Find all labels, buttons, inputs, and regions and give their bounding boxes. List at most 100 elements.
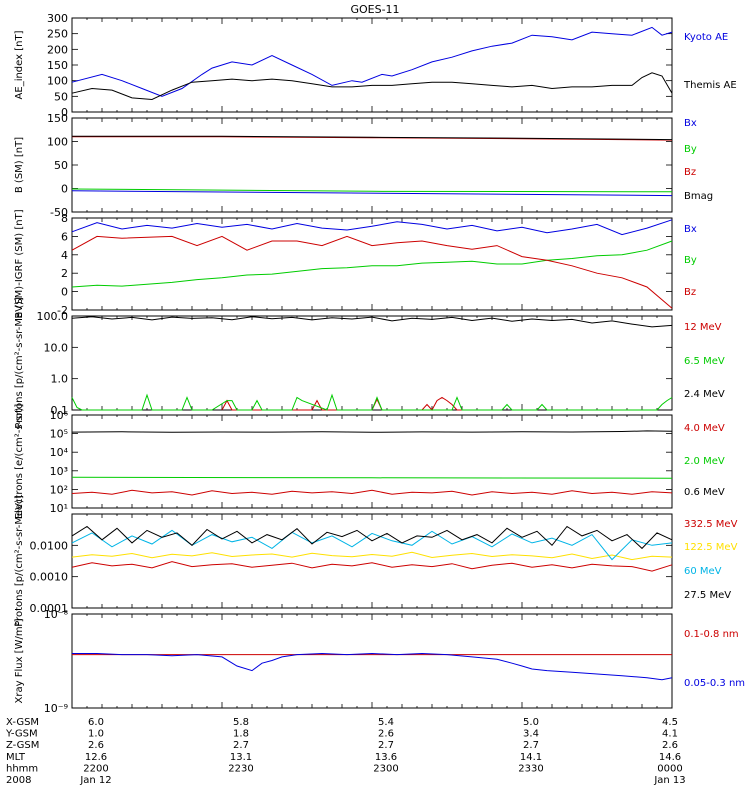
y-tick-label: 100 [47, 75, 68, 88]
y-tick-label: 0 [61, 286, 68, 299]
series-line [72, 652, 673, 681]
series-line [71, 393, 673, 411]
series-line [71, 489, 673, 496]
x-row-value: Jan 12 [79, 775, 111, 786]
y-tick-label: 150 [47, 59, 68, 72]
x-row-value: 14.6 [659, 752, 681, 763]
legend-entry: 0.1-0.8 nm [684, 629, 739, 640]
legend-entry: 6.5 MeV [684, 356, 725, 367]
legend-entry: By [684, 144, 697, 155]
y-axis-label: Electrons [e/(cm²-s-sr)] [14, 404, 25, 520]
x-row-value: 13.1 [230, 752, 252, 763]
y-tick-label: 50 [54, 159, 68, 172]
series-line [71, 26, 673, 97]
x-row-label: 2008 [6, 775, 31, 786]
series-line [72, 135, 673, 141]
y-tick-label: 10⁵ [50, 428, 68, 441]
legend-entry: 332.5 MeV [684, 519, 738, 530]
y-tick-label: 10¹ [50, 502, 68, 515]
x-row-value: 2.6 [378, 729, 394, 740]
y-axis-label: Protons [p/(cm²-s-sr-MeV)] [14, 495, 25, 627]
x-row-value: 6.0 [88, 717, 104, 728]
y-tick-label: 10⁴ [50, 446, 69, 459]
x-row-value: 3.4 [523, 729, 539, 740]
legend-entry: 122.5 MeV [684, 542, 738, 553]
x-row-value: 2.6 [662, 740, 678, 751]
y-tick-label: 250 [47, 28, 68, 41]
x-row-value: 2330 [518, 763, 543, 774]
panel-6: 0.0001 0.0010 0.0100 Protons [p/(cm²-s-sr-M… [14, 495, 738, 627]
panel-frame [71, 117, 673, 213]
panel-frame [71, 217, 673, 311]
y-tick-label: 10⁻⁸ [44, 608, 69, 621]
y-tick-label: 1.0 [51, 373, 69, 386]
x-row-label: X-GSM [6, 717, 39, 728]
legend-entry: 2.0 MeV [684, 456, 725, 467]
panel-3: -2 0 2 4 6 8 B (SM)-IGRF (SM) [nT] Bx By Bz [14, 209, 697, 318]
panel-7: 10⁻⁹ 10⁻⁸ Xray Flux [W/m²] 0.1-0.8 nm 0.05-0… [14, 608, 745, 715]
y-tick-label: 10.0 [44, 341, 69, 354]
y-tick-label: 0 [61, 183, 68, 196]
panel-1: 0 50 100 150 200 250 300 AE_index [nT] Kyoto AE T… [14, 12, 737, 119]
series-line [71, 72, 673, 101]
panel-5: 10¹ 10² 10³ 10⁴ 10⁵ 10⁶ Electrons [e/(cm²-s-sr… [14, 404, 725, 520]
y-axis-label: Xray Flux [W/m²] [14, 618, 25, 703]
y-tick-label: 8 [61, 212, 68, 225]
panel-2: -50 0 50 100 150 B (SM) [nT] Bx By Bz Bmag [14, 112, 713, 219]
legend-entry: 12 MeV [684, 322, 722, 333]
legend-entry: 27.5 MeV [684, 590, 731, 601]
x-row-value: 5.4 [378, 717, 394, 728]
x-axis-table: X-GSM 6.0 5.8 5.4 5.0 4.5 Y-GSM 1.0 1.8 2.6 3.4 4.1… [5, 717, 686, 786]
panel-frame [71, 315, 673, 411]
y-axis-label: AE_index [nT] [14, 30, 25, 99]
x-row-value: 1.8 [233, 729, 249, 740]
y-tick-label: 10⁶ [50, 409, 69, 422]
x-row-value: 12.6 [85, 752, 107, 763]
y-axis-label: B (SM) [nT] [14, 137, 25, 193]
y-tick-label: 10⁻⁹ [44, 702, 68, 715]
x-row-label: hhmm [6, 763, 38, 774]
y-axis-label: B (SM)-IGRF (SM) [nT] [14, 209, 25, 318]
legend-entry: Themis AE [683, 80, 737, 91]
x-row-value: Jan 13 [653, 775, 685, 786]
series-line [71, 525, 673, 550]
x-row-value: 2.6 [88, 740, 104, 751]
legend-entry: Kyoto AE [684, 32, 728, 43]
series-line [71, 235, 673, 309]
x-row-value: 4.1 [662, 729, 678, 740]
series-line [71, 219, 673, 236]
panel-frame [71, 17, 673, 113]
series-line [71, 240, 673, 288]
y-tick-label: 4 [61, 249, 68, 262]
x-row-label: MLT [6, 752, 26, 763]
x-row-value: 2.7 [378, 740, 394, 751]
legend-entry: Bz [684, 287, 696, 298]
legend-entry: Bz [684, 167, 696, 178]
x-row-value: 5.0 [523, 717, 539, 728]
y-tick-label: 0.1 [51, 404, 69, 417]
series-line [71, 529, 673, 561]
legend-entry: Bx [684, 118, 697, 129]
y-tick-label: 0.0001 [30, 602, 69, 615]
legend-entry: 60 MeV [684, 566, 722, 577]
legend-entry: Bmag [684, 191, 713, 202]
x-row-value: 1.0 [88, 729, 104, 740]
panel-frame [71, 414, 673, 509]
series-line [71, 188, 673, 193]
x-row-value: 4.5 [662, 717, 678, 728]
y-tick-label: 6 [61, 230, 68, 243]
series-line [71, 190, 673, 197]
y-tick-label: 100 [47, 136, 68, 149]
x-row-value: 0000 [657, 763, 682, 774]
panel-4: 0.1 1.0 10.0 100.0 Protons [p/(cm²-s-sr-MeV)… [14, 297, 725, 429]
series-line [71, 476, 673, 479]
y-tick-label: 0.0010 [30, 571, 69, 584]
plot-title: GOES-11 [350, 3, 399, 16]
legend-entry: 4.0 MeV [684, 423, 725, 434]
x-row-value: 2200 [83, 763, 108, 774]
y-tick-label: 150 [47, 112, 68, 125]
y-tick-label: 2 [61, 267, 68, 280]
y-tick-label: 200 [47, 43, 68, 56]
legend-entry: 2.4 MeV [684, 389, 725, 400]
